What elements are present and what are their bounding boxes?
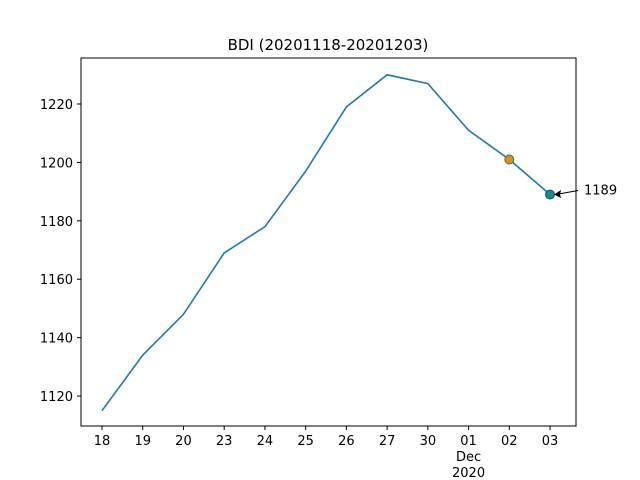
x-tick-label: 01 Dec 2020 [452, 434, 485, 480]
x-tick-label: 30 [420, 434, 437, 449]
x-tick-label: 23 [216, 434, 233, 449]
x-tick-label: 18 [94, 434, 111, 449]
x-tick-label: 02 [501, 434, 518, 449]
x-tick-label: 24 [257, 434, 274, 449]
annotation-arrowhead [554, 190, 562, 199]
y-tick-label: 1120 [40, 390, 73, 405]
y-tick-label: 1180 [40, 215, 73, 230]
line [101, 73, 551, 412]
y-tick-label: 1140 [40, 332, 73, 347]
x-tick-label: 25 [297, 434, 314, 449]
highlight-marker [504, 154, 515, 165]
highlight-marker [545, 189, 556, 200]
annotation: 1189 [584, 184, 617, 199]
y-tick-label: 1160 [40, 273, 73, 288]
y-tick-label: 1220 [40, 98, 73, 113]
chart-title: BDI (20201118-20201203) [228, 36, 429, 54]
x-tick-label: 19 [134, 434, 151, 449]
y-tick-label: 1200 [40, 156, 73, 171]
plot-frame [80, 57, 577, 427]
x-tick-label: 03 [542, 434, 559, 449]
x-tick-label: 26 [338, 434, 355, 449]
x-tick-label: 27 [379, 434, 396, 449]
x-tick-label: 20 [175, 434, 192, 449]
